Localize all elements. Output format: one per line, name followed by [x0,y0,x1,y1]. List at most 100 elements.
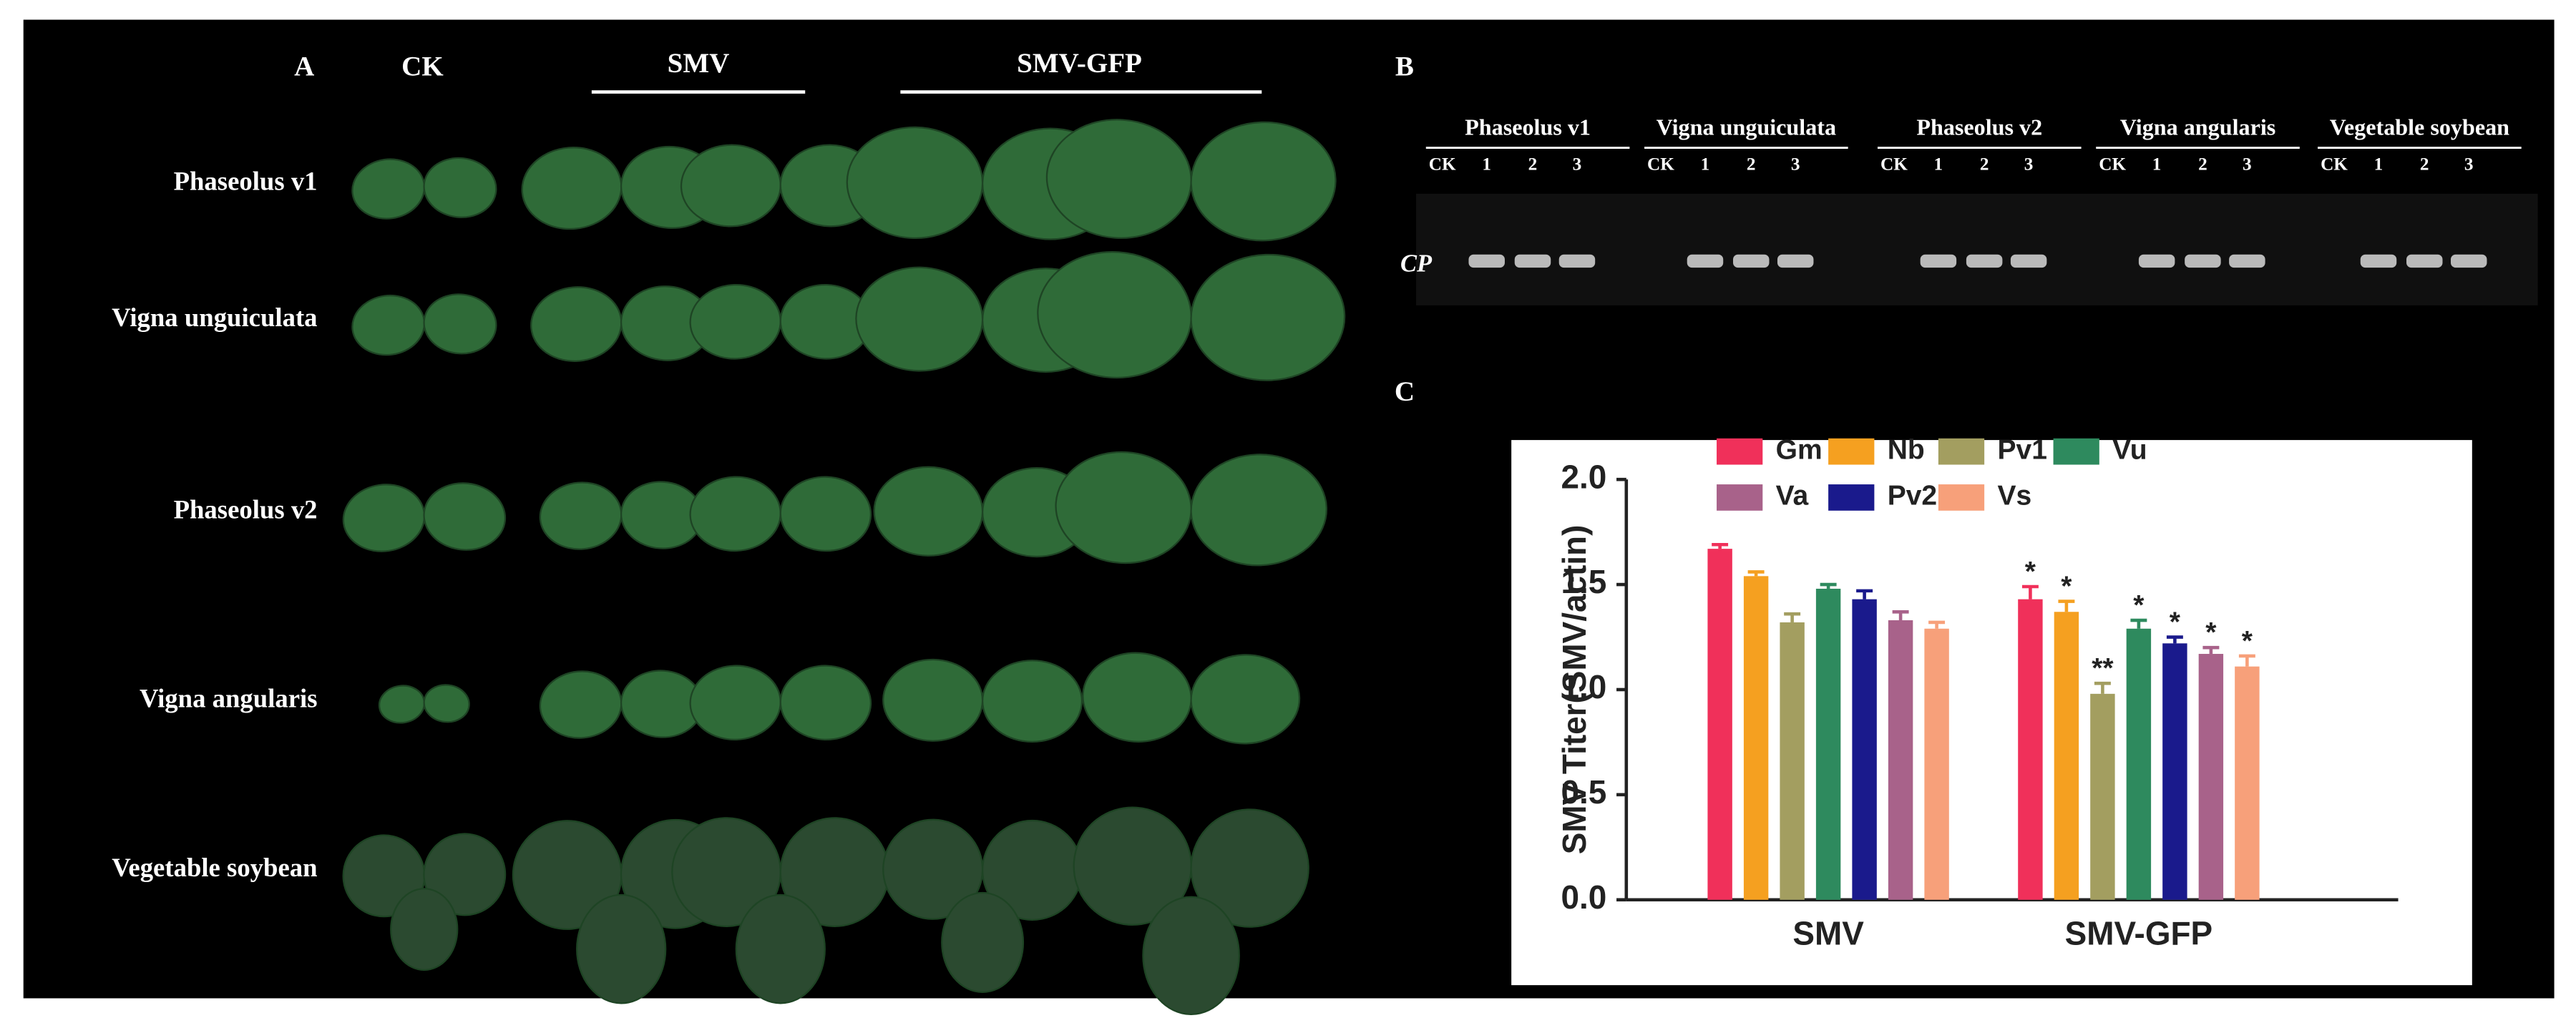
column-label: SMV [668,48,730,79]
leaf [576,894,667,1004]
leaf [423,157,497,218]
gel-band [2406,254,2443,268]
lane-label: 2 [1980,155,1989,175]
lane-label: 1 [2152,155,2162,175]
leaf [423,833,507,916]
row-label: Phaseolus v2 [174,495,318,524]
gel-band [1920,254,1957,268]
leaf [423,482,507,551]
significance-label: * [2133,590,2145,621]
legend-label: Nb [1888,434,1925,465]
leaf [873,466,984,557]
significance-label: * [2170,607,2181,637]
row-label: Vigna angularis [140,683,318,713]
leaf [855,266,984,372]
column-label: SMV-GFP [1017,48,1142,79]
leaf [735,894,826,1004]
y-tick-label: 1.0 [1561,668,1606,705]
leaf [779,476,872,552]
row-label: Phaseolus v1 [174,166,318,195]
leaf [423,293,497,355]
bar [2235,666,2260,900]
bar [1852,599,1877,900]
panel-label: C [1395,376,1415,407]
lane-label: 3 [2243,155,2252,175]
leaf [846,126,984,240]
gel [1416,193,2538,305]
lane-label: 3 [2024,155,2034,175]
panel-label: A [294,51,314,82]
lane-label: 2 [1528,155,1538,175]
gel-group-label: Vigna angularis [2120,114,2275,140]
bar [1743,576,1769,900]
chart-box [1511,440,2472,986]
leaf [882,658,984,742]
legend-swatch [1828,438,1875,465]
bar [1707,549,1732,900]
legend-label: Vu [2112,434,2147,465]
lane-label: CK [1429,155,1456,175]
gel-band [2138,254,2175,268]
gel-band [1687,254,1724,268]
lane-label: 1 [2374,155,2384,175]
band-label: CP [1400,250,1433,278]
gel-group-label: Phaseolus v2 [1916,114,2042,140]
column-label: CK [401,51,444,82]
bar [2198,654,2224,900]
legend-label: Pv1 [1998,434,2047,465]
y-tick-label: 0.5 [1561,773,1606,811]
lane-label: 3 [1573,155,1582,175]
leaf [779,665,872,741]
significance-label: ** [2092,653,2114,684]
lane-label: 1 [1482,155,1491,175]
gel-band [1514,254,1551,268]
lane-label: 3 [2464,155,2474,175]
y-tick-label: 2.0 [1561,458,1606,495]
bar [1924,628,1949,900]
gel-band [1732,254,1770,268]
gel-band [2229,254,2265,268]
x-tick-label: SMV-GFP [2065,914,2213,951]
lane-label: 2 [2198,155,2207,175]
panel-label: B [1395,51,1414,82]
lane-label: 2 [1747,155,1756,175]
legend-label: Pv2 [1888,481,1937,512]
lane-label: 1 [1701,155,1710,175]
legend-swatch [1828,484,1875,511]
gel-group-label: Vegetable soybean [2330,114,2509,140]
lane-label: CK [2099,155,2126,175]
leaf [1190,808,1309,928]
legend-label: Gm [1776,434,1823,465]
leaf [1190,454,1328,567]
gel-band [2010,254,2047,268]
significance-label: * [2205,617,2217,648]
leaf [1190,654,1301,745]
leaf [390,888,459,971]
leaf [1142,896,1240,1015]
lane-label: 3 [1791,155,1800,175]
leaf [1190,121,1337,242]
bar [2162,643,2187,900]
lane-label: 1 [1934,155,1943,175]
bar [1888,620,1913,900]
lane-label: CK [1880,155,1908,175]
bar [2090,693,2115,900]
leaf [423,684,470,723]
gel-band [1468,254,1505,268]
gel-band [2185,254,2221,268]
leaf [981,660,1083,743]
lane-label: CK [1647,155,1674,175]
leaf-photos [342,119,1346,1015]
leaf [1190,253,1346,381]
bar [2018,599,2043,900]
x-tick-label: SMV [1792,914,1864,951]
significance-label: * [2242,626,2253,657]
legend-label: Vs [1998,481,2032,512]
y-axis-label: SMV Titer(SMV/actin) [1556,525,1593,855]
gel-band [1966,254,2003,268]
gel-band [2360,254,2397,268]
significance-label: * [2025,557,2036,587]
gel-group-label: Phaseolus v1 [1465,114,1591,140]
